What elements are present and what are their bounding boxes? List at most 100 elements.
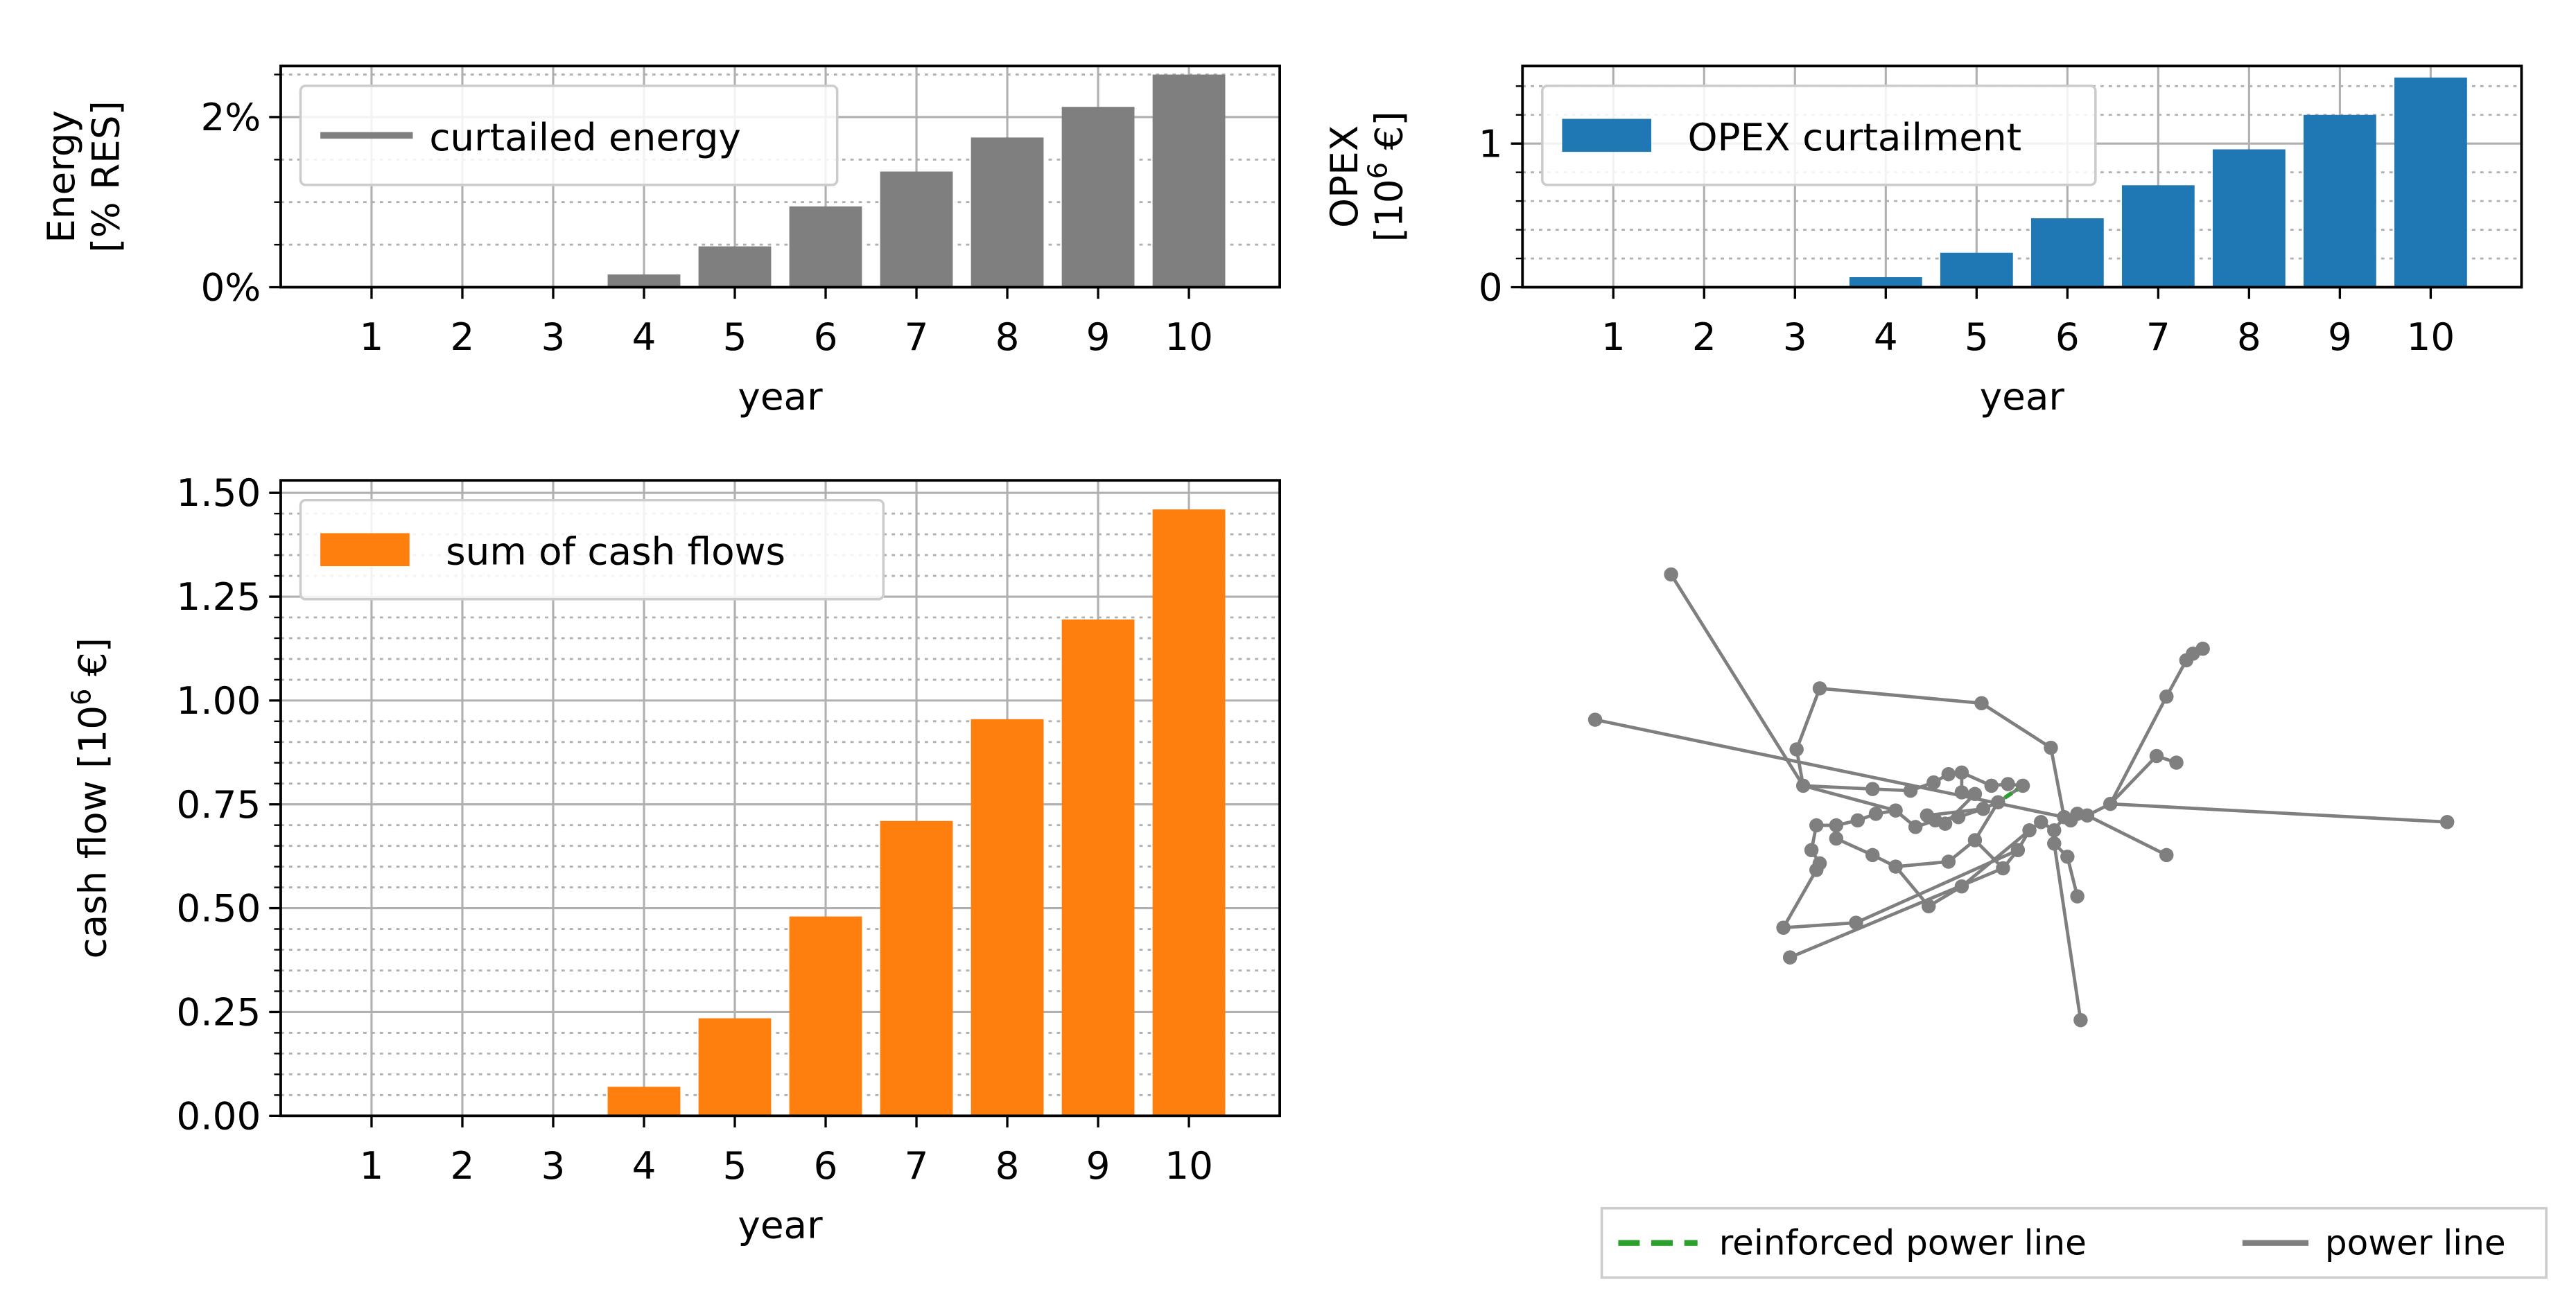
bar-year-7	[880, 171, 953, 288]
bus-node	[1888, 803, 1903, 818]
x-tick-label: 2	[451, 315, 475, 359]
bus-node	[1829, 818, 1844, 833]
bus-node	[2439, 815, 2455, 829]
bar-year-5	[1940, 252, 2013, 288]
legend-swatch	[320, 533, 410, 567]
bus-node	[1984, 778, 1999, 793]
x-tick-label: 9	[1086, 1143, 1111, 1188]
bus-node	[2047, 836, 2062, 851]
power-line	[2109, 696, 2168, 805]
x-tick-label: 3	[541, 1143, 566, 1188]
bar-year-10	[1152, 74, 1226, 288]
y-tick-label: 1.50	[176, 471, 261, 515]
bus-node	[2060, 850, 2075, 864]
bus-node	[1954, 785, 1969, 800]
power-line	[2049, 747, 2066, 818]
y-tick-label: 1.00	[176, 678, 261, 723]
y-axis-label: cash flow [106 €]	[67, 638, 115, 959]
bus-node	[1967, 787, 1983, 802]
bus-node	[1850, 813, 1865, 828]
x-tick-label: 10	[1165, 315, 1213, 359]
bar-year-7	[880, 820, 953, 1116]
bar-year-8	[971, 719, 1044, 1116]
energy-chart: 0% 2% 1 2 3 4 5 6 7 8 9 10 year Energy [% RES] curtaile…	[39, 64, 1281, 419]
legend-frame	[299, 85, 839, 186]
y-tick-label: 1	[1479, 121, 1503, 166]
bus-node	[1954, 765, 1969, 780]
bus-node	[1951, 809, 1966, 825]
legend-label: sum of cash flows	[446, 529, 785, 574]
bus-node	[1782, 950, 1798, 965]
bus-node	[2010, 843, 2026, 858]
bus-node	[1921, 899, 1936, 914]
bus-node	[1920, 808, 1935, 823]
power-line	[1782, 869, 1818, 929]
bus-node	[1941, 854, 1956, 869]
y-tick-label: 0	[1479, 265, 1503, 310]
y-tick-label: 0.25	[176, 990, 261, 1034]
power-line	[1789, 866, 2004, 959]
grid-network-plot	[1587, 567, 2455, 1028]
y-tick-label: 0.50	[176, 886, 261, 931]
x-tick-label: 4	[632, 1143, 656, 1188]
bar-year-4	[1849, 276, 1922, 288]
x-tick-label: 5	[723, 315, 747, 359]
y-axis-label: [106 €]	[1362, 111, 1411, 242]
power-line	[1819, 686, 1982, 705]
bus-node	[2149, 748, 2164, 764]
axes-frame	[279, 64, 1281, 289]
bus-node	[1996, 861, 2010, 876]
network-legend-frame	[1600, 1206, 2548, 1279]
bus-node	[1938, 816, 1953, 831]
power-line	[1803, 784, 1873, 791]
bus-node	[1865, 782, 1880, 796]
x-tick-label: 10	[1165, 1143, 1213, 1188]
bar-year-6	[2030, 218, 2104, 288]
bus-node	[1974, 696, 1989, 711]
bus-node	[1587, 712, 1603, 727]
x-tick-label: 4	[632, 315, 656, 359]
opex-chart: 0 1 1 2 3 4 5 6 7 8 9 10 year OPEX [106 €] OPEX curtail…	[1322, 64, 2523, 419]
bar-year-9	[2303, 114, 2376, 288]
bar-year-4	[607, 274, 681, 288]
x-tick-label: 9	[1086, 315, 1111, 359]
x-axis-label: year	[738, 374, 823, 419]
bus-node	[2159, 847, 2174, 863]
bar-year-6	[789, 206, 862, 288]
bus-node	[2047, 823, 2062, 838]
x-tick-label: 5	[723, 1143, 747, 1188]
bus-node	[1804, 843, 1819, 858]
bus-node	[1809, 863, 1824, 877]
legend-swatch	[1562, 118, 1652, 152]
x-tick-label: 8	[995, 315, 1020, 359]
power-line	[1669, 573, 1805, 787]
bus-node	[1849, 915, 1863, 930]
bar-year-9	[1061, 619, 1135, 1116]
x-tick-label: 7	[905, 315, 929, 359]
y-tick-label: 0.00	[176, 1093, 261, 1138]
x-tick-label: 5	[1965, 315, 1989, 359]
bus-node	[1868, 807, 1883, 821]
axes-frame	[279, 479, 1281, 1118]
power-line	[1802, 784, 1897, 812]
legend-label: OPEX curtailment	[1687, 115, 2021, 159]
bus-node	[1903, 783, 1918, 798]
power-line	[1783, 921, 1856, 930]
x-tick-label: 3	[1783, 315, 1807, 359]
x-tick-label: 9	[2328, 315, 2352, 359]
x-axis-label: year	[1980, 374, 2065, 419]
bus-node	[2044, 740, 2058, 755]
power-line	[1981, 701, 2052, 750]
power-line	[1795, 687, 1822, 750]
legend-frame	[1541, 85, 2097, 186]
bus-node	[2022, 823, 2037, 838]
bus-node	[1954, 879, 1969, 894]
x-tick-label: 6	[2055, 315, 2080, 359]
reinforced-power-line-legend-label: reinforced power line	[1719, 1222, 2087, 1263]
y-tick-label: 0%	[200, 265, 261, 310]
power-line	[1895, 860, 1949, 868]
y-tick-label: 2%	[200, 95, 261, 139]
bar-year-5	[698, 246, 772, 288]
bus-node	[1941, 766, 1956, 782]
